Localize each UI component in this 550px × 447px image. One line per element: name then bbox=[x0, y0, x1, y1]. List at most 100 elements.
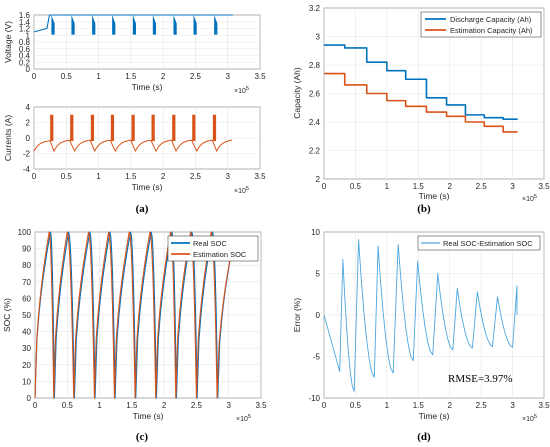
current-xtick-label: 2 bbox=[161, 172, 166, 181]
voltage-discharge-wedge bbox=[71, 15, 75, 35]
voltage-xtick-label: 3.5 bbox=[254, 72, 266, 81]
voltage-xtick-label: 3 bbox=[225, 72, 230, 81]
voltage-discharge-wedge bbox=[173, 15, 177, 35]
current-pulse bbox=[151, 114, 155, 142]
soc-legend: Real SOC Estimation SOC bbox=[167, 235, 259, 262]
error-chart: -10 -5 0 5 10 0 0.5 1 1.5 2 2.5 3 3.5 Time (s) Erro… bbox=[292, 228, 550, 423]
current-line bbox=[33, 139, 233, 152]
voltage-ytick-label: 1.4 bbox=[19, 18, 31, 27]
error-legend-box bbox=[417, 235, 541, 251]
soc-series bbox=[34, 231, 235, 399]
capacity-legend: Discharge Capacity (Ah) Estimation Capac… bbox=[420, 11, 542, 38]
voltage-xtick-label: 1 bbox=[96, 72, 101, 81]
error-ytick-label: -5 bbox=[313, 353, 321, 362]
error-yticks: -10 -5 0 5 10 bbox=[308, 228, 320, 403]
capacity-xtick-label: 1.5 bbox=[413, 182, 425, 191]
voltage-discharge-wedge bbox=[214, 15, 218, 35]
error-ytick-label: 5 bbox=[316, 270, 321, 279]
voltage-ylabel: Voltage (V) bbox=[3, 21, 13, 63]
voltage-yticks: 00.20.40.60.811.21.41.6 bbox=[19, 11, 31, 74]
current-xtick-label: 2.5 bbox=[190, 172, 202, 181]
voltage-xlabel: Time (s) bbox=[132, 82, 163, 92]
error-series bbox=[323, 239, 518, 392]
error-xticks: 0 0.5 1 1.5 2 2.5 3 3.5 bbox=[322, 401, 550, 410]
current-xlabel: Time (s) bbox=[132, 182, 163, 192]
capacity-xtick-label: 3 bbox=[510, 182, 515, 191]
voltage-ytick-label: 1 bbox=[26, 31, 31, 40]
capacity-xtick-label: 1 bbox=[385, 182, 390, 191]
capacity-xticks: 0 0.5 1 1.5 2 2.5 3 3.5 bbox=[322, 182, 550, 191]
error-xtick-label: 3 bbox=[510, 401, 515, 410]
voltage-ytick-label: 0.8 bbox=[19, 38, 31, 47]
voltage-xtick-label: 2.5 bbox=[190, 72, 202, 81]
soc-xtick-label: 1.5 bbox=[126, 401, 138, 410]
current-pulse bbox=[212, 114, 217, 142]
panel-label-d: (d) bbox=[417, 431, 431, 443]
current-ytick-label: 0 bbox=[26, 134, 31, 143]
error-xtick-label: 3.5 bbox=[538, 401, 550, 410]
soc-xtick-label: 2.5 bbox=[191, 401, 203, 410]
soc-ytick-label: 100 bbox=[18, 228, 32, 237]
current-series bbox=[33, 114, 233, 152]
voltage-xticks: 0 0.5 1 1.5 2 2.5 3 3.5 bbox=[32, 72, 266, 81]
voltage-discharge-wedge bbox=[132, 15, 137, 35]
estimation-capacity-line bbox=[324, 72, 518, 133]
soc-ytick-label: 90 bbox=[22, 245, 31, 254]
voltage-x-exponent: ×105 bbox=[234, 86, 249, 95]
soc-xtick-label: 2 bbox=[162, 401, 167, 410]
soc-xtick-label: 0 bbox=[33, 401, 38, 410]
current-xtick-label: 3 bbox=[225, 172, 230, 181]
capacity-xtick-label: 0 bbox=[322, 182, 327, 191]
current-pulse bbox=[50, 114, 54, 142]
capacity-ytick-label: 2.6 bbox=[309, 90, 321, 99]
capacity-xtick-label: 2.5 bbox=[476, 182, 488, 191]
current-xtick-label: 0.5 bbox=[61, 172, 73, 181]
current-ytick-label: 4 bbox=[26, 103, 31, 112]
soc-ylabel: SOC (%) bbox=[2, 298, 12, 332]
error-xtick-label: 2 bbox=[447, 401, 452, 410]
soc-xtick-label: 3 bbox=[226, 401, 231, 410]
legend-label-error: Real SOC-Estimation SOC bbox=[443, 239, 533, 248]
capacity-ytick-label: 3 bbox=[316, 33, 321, 42]
capacity-x-exponent: ×105 bbox=[522, 194, 537, 203]
current-pulse bbox=[90, 114, 95, 142]
capacity-ytick-label: 3.2 bbox=[309, 4, 321, 13]
error-ytick-label: 10 bbox=[311, 228, 320, 237]
current-x-exponent: ×105 bbox=[234, 186, 249, 195]
capacity-yticks: 2 2.2 2.4 2.6 2.8 3 3.2 bbox=[309, 4, 321, 184]
legend-label-estimation-soc: Estimation SOC bbox=[193, 250, 247, 259]
capacity-series bbox=[324, 44, 518, 133]
panel-label-b: (b) bbox=[417, 203, 431, 215]
soc-ytick-label: 40 bbox=[22, 328, 31, 337]
voltage-discharge-wedge bbox=[92, 15, 96, 35]
soc-ytick-label: 10 bbox=[22, 377, 31, 386]
voltage-line bbox=[33, 14, 233, 33]
soc-ytick-label: 70 bbox=[22, 278, 31, 287]
soc-xticks: 0 0.5 1 1.5 2 2.5 3 3.5 bbox=[33, 401, 267, 410]
voltage-ytick-label: 1.6 bbox=[19, 11, 31, 20]
soc-ytick-label: 0 bbox=[27, 394, 32, 403]
error-legend: Real SOC-Estimation SOC bbox=[417, 235, 541, 251]
capacity-ytick-label: 2 bbox=[316, 175, 321, 184]
capacity-grid bbox=[323, 7, 545, 180]
voltage-discharge-wedge bbox=[193, 15, 197, 35]
voltage-ytick-label: 0.6 bbox=[19, 45, 31, 54]
current-chart: -4 -2 0 2 4 0 0.5 1 1.5 2 2.5 3 3.5 Time (s) Curren… bbox=[3, 103, 266, 195]
voltage-ytick-label: 0 bbox=[26, 65, 31, 74]
soc-ytick-label: 60 bbox=[22, 294, 31, 303]
panel-label-a: (a) bbox=[136, 203, 149, 215]
current-xtick-label: 1 bbox=[96, 172, 101, 181]
voltage-ytick-label: 1.2 bbox=[19, 25, 31, 34]
voltage-xtick-label: 0 bbox=[32, 72, 37, 81]
current-xticks: 0 0.5 1 1.5 2 2.5 3 3.5 bbox=[32, 172, 266, 181]
capacity-xtick-label: 0.5 bbox=[350, 182, 362, 191]
voltage-discharge-wedge bbox=[152, 15, 157, 35]
capacity-xlabel: Time (s) bbox=[419, 191, 450, 201]
capacity-xtick-label: 2 bbox=[447, 182, 452, 191]
soc-ytick-label: 30 bbox=[22, 344, 31, 353]
voltage-ytick-label: 0.2 bbox=[19, 58, 31, 67]
voltage-xtick-label: 2 bbox=[161, 72, 166, 81]
panel-label-c: (c) bbox=[136, 431, 149, 443]
error-xlabel: Time (s) bbox=[419, 411, 450, 421]
